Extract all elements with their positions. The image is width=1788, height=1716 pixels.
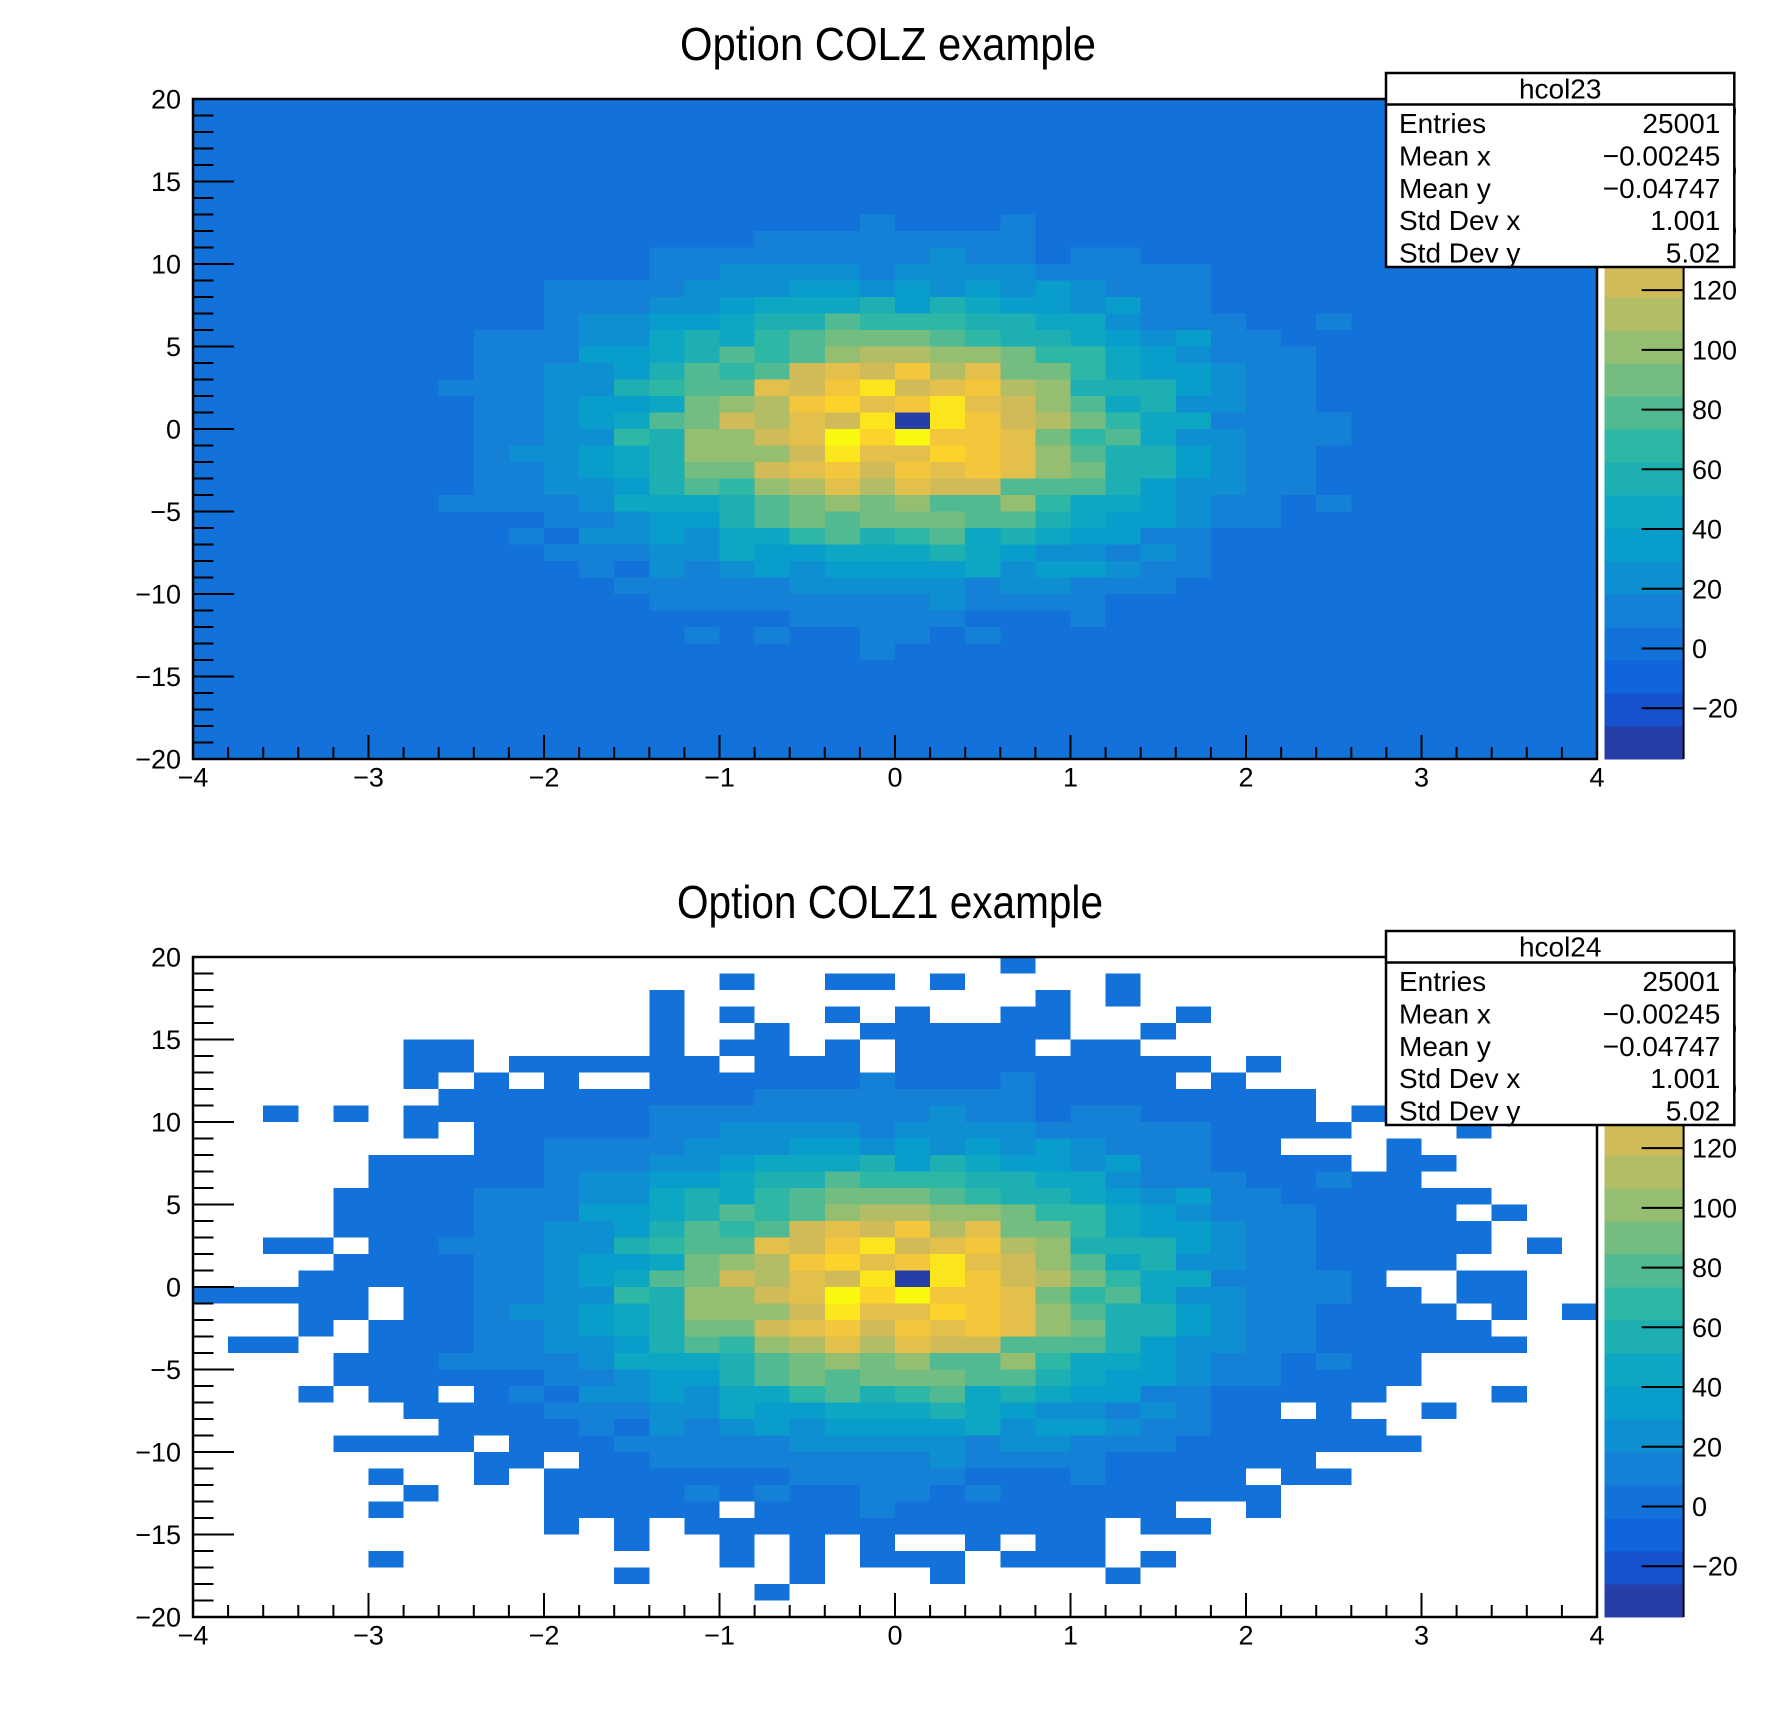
svg-text:5.02: 5.02 [1666, 1096, 1721, 1127]
svg-text:Entries: Entries [1399, 966, 1486, 997]
svg-text:2: 2 [1238, 763, 1253, 793]
svg-text:0: 0 [1692, 1492, 1707, 1522]
svg-text:20: 20 [151, 943, 181, 973]
svg-text:−20: −20 [135, 745, 181, 775]
svg-text:120: 120 [1692, 276, 1737, 306]
svg-text:−5: −5 [150, 497, 181, 527]
svg-text:4: 4 [1589, 1621, 1604, 1651]
svg-text:−20: −20 [1692, 694, 1738, 724]
svg-text:hcol24: hcol24 [1519, 932, 1602, 963]
svg-text:3: 3 [1414, 1621, 1429, 1651]
svg-text:1.001: 1.001 [1650, 1063, 1720, 1094]
svg-text:1: 1 [1063, 763, 1078, 793]
svg-text:−20: −20 [1692, 1552, 1738, 1582]
svg-text:10: 10 [151, 1108, 181, 1138]
svg-text:25001: 25001 [1642, 108, 1720, 139]
svg-text:0: 0 [887, 1621, 902, 1651]
svg-text:−15: −15 [135, 662, 181, 692]
svg-text:Option COLZ example: Option COLZ example [680, 18, 1096, 70]
svg-text:−0.04747: −0.04747 [1603, 1031, 1721, 1062]
svg-text:60: 60 [1692, 455, 1722, 485]
svg-text:Std Dev y: Std Dev y [1399, 238, 1520, 269]
svg-text:Mean x: Mean x [1399, 998, 1491, 1029]
svg-text:5.02: 5.02 [1666, 238, 1721, 269]
svg-text:−1: −1 [704, 1621, 735, 1651]
svg-text:80: 80 [1692, 395, 1722, 425]
svg-text:−15: −15 [135, 1520, 181, 1550]
svg-text:Entries: Entries [1399, 108, 1486, 139]
svg-text:−1: −1 [704, 763, 735, 793]
svg-text:15: 15 [151, 1025, 181, 1055]
svg-text:−2: −2 [529, 1621, 560, 1651]
svg-text:4: 4 [1589, 763, 1604, 793]
svg-text:80: 80 [1692, 1253, 1722, 1283]
svg-text:Option COLZ1 example: Option COLZ1 example [677, 876, 1103, 928]
svg-text:15: 15 [151, 167, 181, 197]
svg-text:0: 0 [887, 763, 902, 793]
svg-text:100: 100 [1692, 1193, 1737, 1223]
svg-text:100: 100 [1692, 335, 1737, 365]
svg-text:0: 0 [166, 1273, 181, 1303]
svg-text:hcol23: hcol23 [1519, 74, 1602, 105]
svg-text:−0.04747: −0.04747 [1603, 173, 1721, 204]
svg-text:120: 120 [1692, 1134, 1737, 1164]
svg-text:Std Dev y: Std Dev y [1399, 1096, 1520, 1127]
svg-text:−10: −10 [135, 1438, 181, 1468]
svg-text:1: 1 [1063, 1621, 1078, 1651]
svg-text:5: 5 [166, 332, 181, 362]
svg-text:−2: −2 [529, 763, 560, 793]
svg-text:−4: −4 [178, 763, 209, 793]
svg-text:0: 0 [166, 415, 181, 445]
svg-text:−0.00245: −0.00245 [1603, 140, 1721, 171]
svg-text:Mean x: Mean x [1399, 140, 1491, 171]
svg-text:0: 0 [1692, 634, 1707, 664]
svg-text:−20: −20 [135, 1603, 181, 1633]
svg-text:−4: −4 [178, 1621, 209, 1651]
svg-text:2: 2 [1238, 1621, 1253, 1651]
svg-text:−3: −3 [353, 763, 384, 793]
svg-text:−3: −3 [353, 1621, 384, 1651]
svg-text:5: 5 [166, 1190, 181, 1220]
svg-text:Mean y: Mean y [1399, 1031, 1491, 1062]
svg-text:20: 20 [151, 85, 181, 115]
svg-text:40: 40 [1692, 515, 1722, 545]
svg-text:25001: 25001 [1642, 966, 1720, 997]
svg-text:3: 3 [1414, 763, 1429, 793]
svg-text:20: 20 [1692, 1432, 1722, 1462]
svg-text:Mean y: Mean y [1399, 173, 1491, 204]
svg-text:20: 20 [1692, 574, 1722, 604]
svg-text:−5: −5 [150, 1355, 181, 1385]
svg-text:40: 40 [1692, 1373, 1722, 1403]
svg-text:10: 10 [151, 250, 181, 280]
svg-text:1.001: 1.001 [1650, 205, 1720, 236]
svg-text:−10: −10 [135, 580, 181, 610]
svg-text:Std Dev x: Std Dev x [1399, 1063, 1520, 1094]
svg-text:60: 60 [1692, 1313, 1722, 1343]
svg-text:−0.00245: −0.00245 [1603, 998, 1721, 1029]
svg-text:Std Dev x: Std Dev x [1399, 205, 1520, 236]
